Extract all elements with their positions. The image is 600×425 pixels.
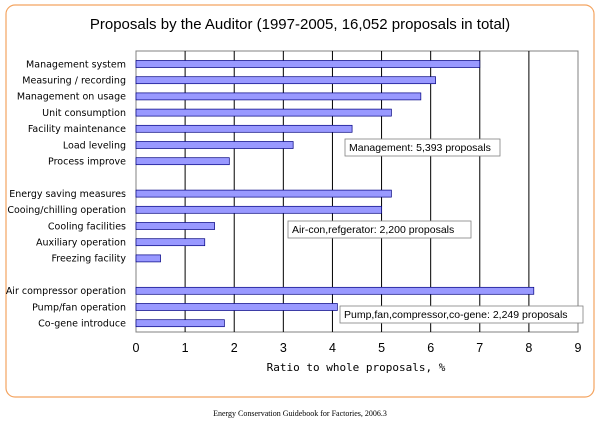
- x-tick-labels: 0 1 2 3 4 5 6 7 8 9: [133, 341, 582, 355]
- bar: [135, 303, 338, 311]
- annotation-management: Management: 5,393 proposals: [344, 138, 501, 157]
- annotation-management-text: Management: 5,393 proposals: [349, 142, 491, 154]
- category-label: Pump/fan operation: [32, 302, 126, 313]
- category-label: Unit consumption: [42, 108, 126, 119]
- x-tick-label: 3: [280, 341, 287, 355]
- category-label: Co-gene introduce: [38, 319, 126, 330]
- bar: [135, 286, 535, 295]
- bar: [135, 60, 481, 68]
- bar: [135, 157, 230, 166]
- annotation-pump-text: Pump,fan,compressor,co-gene: 2,249 propo…: [344, 309, 568, 321]
- bar: [135, 222, 215, 230]
- x-tick-label: 7: [476, 341, 483, 355]
- category-label: Energy saving measures: [9, 189, 126, 200]
- bar: [135, 189, 392, 198]
- annotation-aircon-text: Air-con,refgerator: 2,200 proposals: [292, 224, 454, 236]
- x-tick-label: 2: [231, 341, 238, 355]
- category-labels: Management system Measuring / recording Ma…: [6, 59, 127, 329]
- category-label: Process improve: [48, 157, 126, 168]
- bar: [135, 205, 382, 214]
- x-tick-label: 6: [427, 341, 434, 355]
- x-tick-label: 8: [525, 341, 532, 355]
- x-tick-label: 1: [182, 341, 189, 355]
- bar: [135, 92, 422, 101]
- x-tick-label: 0: [133, 341, 140, 355]
- bar: [135, 108, 392, 117]
- bar: [135, 238, 206, 247]
- category-label: Cooling facilities: [48, 221, 126, 232]
- category-label: Management on usage: [17, 92, 126, 103]
- source-note: Energy Conservation Guidebook for Factor…: [213, 409, 387, 418]
- category-label: Auxiliary operation: [36, 238, 126, 249]
- x-axis-label: Ratio to whole proposals, %: [267, 361, 446, 374]
- x-tick-label: 4: [329, 341, 336, 355]
- bar: [135, 124, 353, 133]
- annotation-aircon: Air-con,refgerator: 2,200 proposals: [287, 220, 472, 239]
- bar: [135, 319, 225, 328]
- x-tick-label: 9: [575, 341, 582, 355]
- x-tick-label: 5: [378, 341, 385, 355]
- bar: [135, 254, 161, 263]
- annotation-pump: Pump,fan,compressor,co-gene: 2,249 propo…: [339, 305, 584, 324]
- category-label: Measuring / recording: [22, 76, 126, 87]
- bar: [135, 141, 294, 149]
- chart-title: Proposals by the Auditor (1997-2005, 16,…: [90, 16, 510, 33]
- category-label: Facility maintenance: [28, 124, 126, 135]
- category-label: Cooing/chilling operation: [7, 205, 126, 216]
- category-label: Freezing facility: [51, 254, 126, 265]
- category-label: Air compressor operation: [6, 286, 126, 297]
- category-label: Management system: [26, 59, 126, 70]
- bar: [135, 76, 436, 85]
- bars: [135, 60, 535, 328]
- category-label: Load leveling: [63, 140, 126, 151]
